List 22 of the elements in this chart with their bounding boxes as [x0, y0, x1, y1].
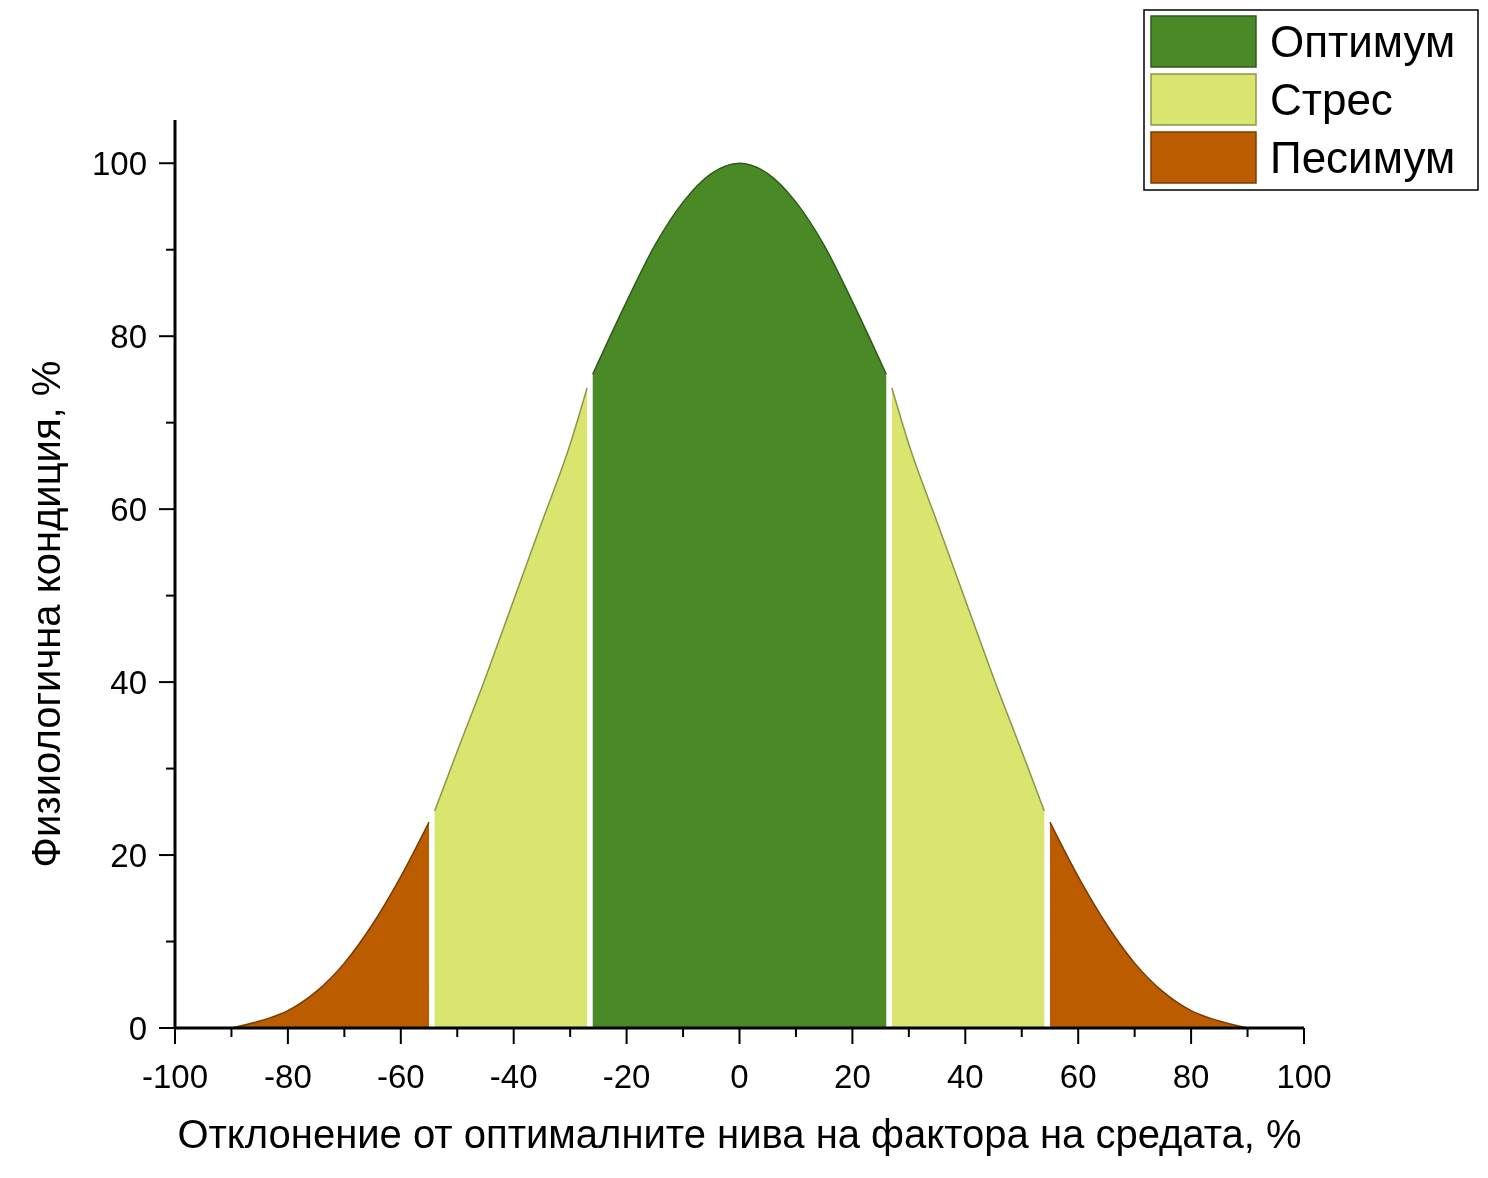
- x-tick-label: 80: [1172, 1058, 1210, 1095]
- y-tick-label: 20: [110, 836, 147, 874]
- x-tick-label: 60: [1059, 1058, 1097, 1095]
- y-tick-label: 40: [110, 663, 147, 701]
- x-axis-title: Отклонение от оптималните нива на фактора на средата, %: [177, 1112, 1302, 1156]
- x-tick-label: -100: [141, 1058, 209, 1095]
- legend-label: Стрес: [1270, 75, 1393, 125]
- x-tick-label: 0: [730, 1058, 749, 1095]
- x-tick-label: -40: [489, 1058, 538, 1095]
- x-tick-label: -60: [376, 1058, 425, 1095]
- y-axis-title: Физиологична кондиция, %: [24, 360, 68, 868]
- x-tick-label: 40: [946, 1058, 984, 1095]
- legend-label: Оптимум: [1270, 17, 1456, 67]
- y-tick-label: 100: [91, 144, 147, 182]
- x-tick-label: 100: [1276, 1058, 1332, 1095]
- y-tick-label: 60: [110, 490, 147, 528]
- legend-label: Песимум: [1270, 133, 1456, 183]
- x-tick-label: 20: [834, 1058, 871, 1095]
- y-tick-label: 0: [128, 1009, 147, 1047]
- y-tick-label: 80: [110, 317, 147, 355]
- x-tick-label: -80: [264, 1058, 312, 1095]
- x-tick-label: -20: [602, 1058, 651, 1095]
